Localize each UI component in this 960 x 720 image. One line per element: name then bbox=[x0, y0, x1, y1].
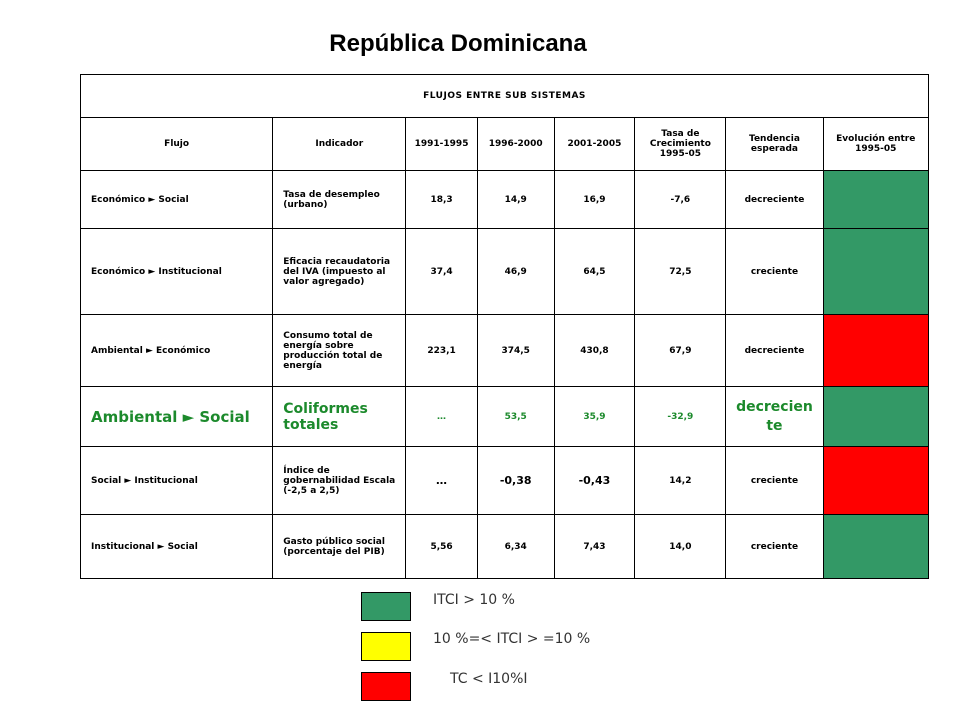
legend-label-red: TC < I10%I bbox=[450, 671, 528, 687]
header-1991-1995: 1991-1995 bbox=[405, 117, 478, 171]
indicator-cell: Tasa de desempleo (urbano) bbox=[272, 170, 407, 229]
legend-swatch-red bbox=[361, 672, 411, 701]
table-row: Ambiental ► Económico Consumo total de e… bbox=[79, 314, 930, 387]
value-2001-2005: -0,43 bbox=[553, 446, 636, 515]
value-2001-2005: 35,9 bbox=[553, 386, 636, 447]
evolution-status bbox=[822, 514, 930, 579]
indicator-cell: Eficacia recaudatoria del IVA (impuesto … bbox=[272, 228, 407, 315]
value-1991-1995: 223,1 bbox=[405, 314, 478, 387]
evolution-status bbox=[822, 446, 930, 515]
expected-trend: decrecien te bbox=[725, 386, 824, 447]
value-1991-1995: 5,56 bbox=[405, 514, 478, 579]
header-2001-2005: 2001-2005 bbox=[553, 117, 636, 171]
value-1996-2000: 374,5 bbox=[476, 314, 555, 387]
flow-cell: Ambiental ► Social bbox=[79, 386, 274, 447]
growth-rate: 14,2 bbox=[634, 446, 727, 515]
value-2001-2005: 430,8 bbox=[553, 314, 636, 387]
page-title: República Dominicana bbox=[329, 30, 587, 57]
header-evolucion: Evolución entre 1995-05 bbox=[822, 117, 930, 171]
flow-cell: Institucional ► Social bbox=[79, 514, 274, 579]
expected-trend: creciente bbox=[725, 446, 824, 515]
header-1996-2000: 1996-2000 bbox=[476, 117, 555, 171]
growth-rate: -7,6 bbox=[634, 170, 727, 229]
value-1991-1995: … bbox=[405, 386, 478, 447]
indicator-cell: Consumo total de energía sobre producció… bbox=[272, 314, 407, 387]
flows-table: FLUJOS ENTRE SUB SISTEMAS Flujo Indicado… bbox=[79, 74, 930, 579]
growth-rate: 67,9 bbox=[634, 314, 727, 387]
flow-cell: Económico ► Institucional bbox=[79, 228, 274, 315]
expected-trend: creciente bbox=[725, 228, 824, 315]
indicator-cell: Gasto público social (porcentaje del PIB… bbox=[272, 514, 407, 579]
value-1996-2000: 46,9 bbox=[476, 228, 555, 315]
indicator-cell: Coliformes totales bbox=[272, 386, 407, 447]
value-1991-1995: 18,3 bbox=[405, 170, 478, 229]
value-1996-2000: 14,9 bbox=[476, 170, 555, 229]
table-row: Económico ► Social Tasa de desempleo (ur… bbox=[79, 170, 930, 229]
value-2001-2005: 64,5 bbox=[553, 228, 636, 315]
value-1996-2000: -0,38 bbox=[476, 446, 555, 515]
header-tasa: Tasa de Crecimiento 1995-05 bbox=[634, 117, 727, 171]
value-2001-2005: 7,43 bbox=[553, 514, 636, 579]
evolution-status bbox=[822, 170, 930, 229]
value-1991-1995: … bbox=[405, 446, 478, 515]
table-row: Económico ► Institucional Eficacia recau… bbox=[79, 228, 930, 315]
value-1991-1995: 37,4 bbox=[405, 228, 478, 315]
indicator-cell: Índice de gobernabilidad Escala (-2,5 a … bbox=[272, 446, 407, 515]
value-1996-2000: 53,5 bbox=[476, 386, 555, 447]
table-row: Ambiental ► Social Coliformes totales … … bbox=[79, 386, 930, 447]
table-caption: FLUJOS ENTRE SUB SISTEMAS bbox=[80, 74, 929, 118]
table-row: Institucional ► Social Gasto público soc… bbox=[79, 514, 930, 579]
value-2001-2005: 16,9 bbox=[553, 170, 636, 229]
flow-cell: Económico ► Social bbox=[79, 170, 274, 229]
growth-rate: 14,0 bbox=[634, 514, 727, 579]
expected-trend: decreciente bbox=[725, 314, 824, 387]
evolution-status bbox=[822, 228, 930, 315]
value-1996-2000: 6,34 bbox=[476, 514, 555, 579]
legend-label-green: ITCI > 10 % bbox=[433, 592, 515, 608]
legend-label-yellow: 10 %=< ITCI > =10 % bbox=[433, 631, 591, 647]
header-indicador: Indicador bbox=[272, 117, 407, 171]
header-tendencia: Tendencia esperada bbox=[725, 117, 824, 171]
growth-rate: 72,5 bbox=[634, 228, 727, 315]
evolution-status bbox=[822, 386, 930, 447]
growth-rate: -32,9 bbox=[634, 386, 727, 447]
header-flujo: Flujo bbox=[79, 117, 274, 171]
legend-swatch-yellow bbox=[361, 632, 411, 661]
evolution-status bbox=[822, 314, 930, 387]
flow-cell: Social ► Institucional bbox=[79, 446, 274, 515]
legend-swatch-green bbox=[361, 592, 411, 621]
flow-cell: Ambiental ► Económico bbox=[79, 314, 274, 387]
expected-trend: decreciente bbox=[725, 170, 824, 229]
expected-trend: creciente bbox=[725, 514, 824, 579]
table-row: Social ► Institucional Índice de goberna… bbox=[79, 446, 930, 515]
